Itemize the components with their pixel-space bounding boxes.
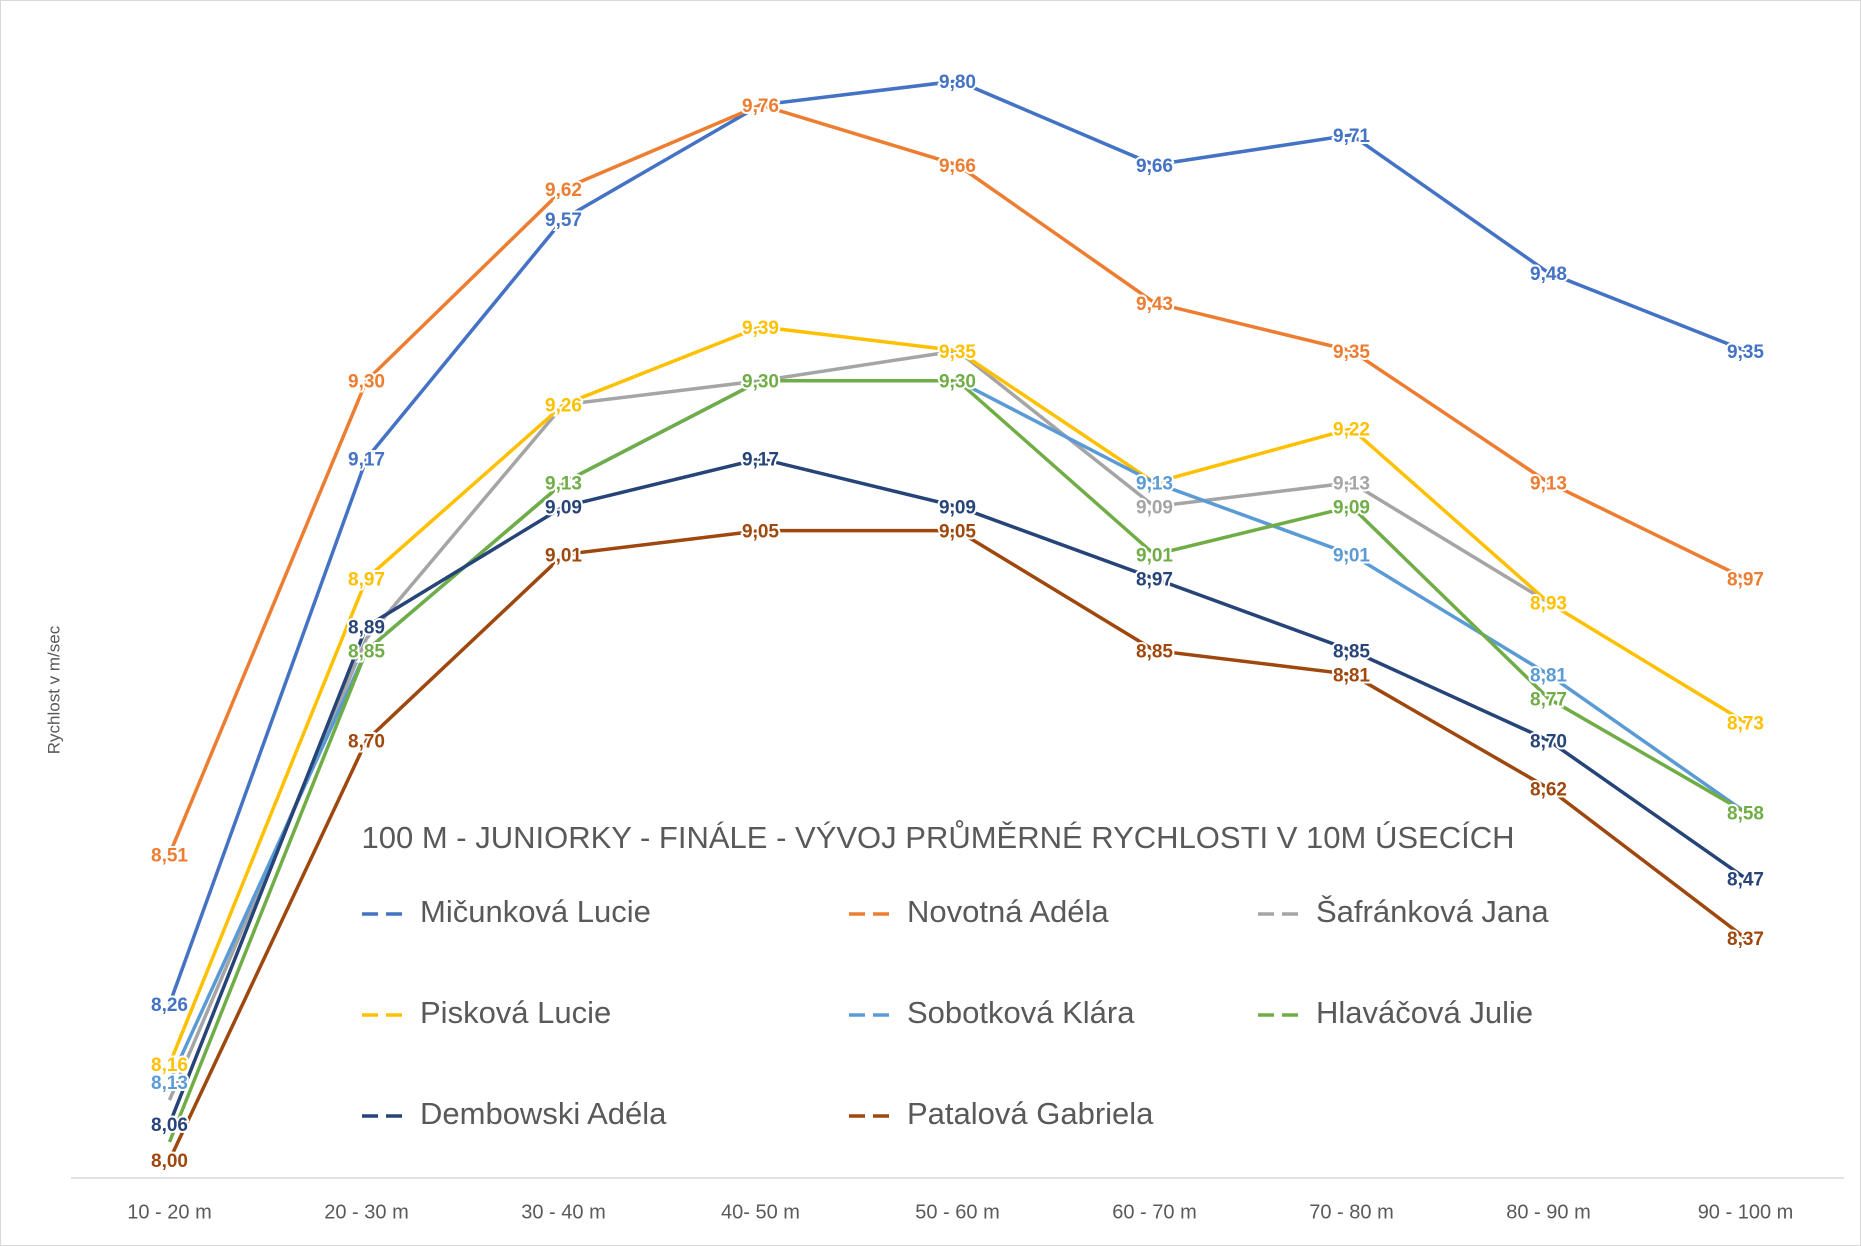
chart-title: 100 M - JUNIORKY - FINÁLE - VÝVOJ PRŮMĚR… (362, 819, 1515, 855)
data-label: 9,01 (1136, 546, 1173, 567)
data-label: 8,16 (151, 1055, 188, 1076)
data-label: 9,30 (742, 372, 779, 393)
legend-label: Hlaváčová Julie (1316, 995, 1533, 1030)
data-label: 8,77 (1530, 689, 1567, 710)
series-line (167, 378, 1747, 1143)
data-label: 8,13 (151, 1073, 188, 1094)
data-label: 8,70 (1530, 731, 1567, 752)
data-label: 9,48 (1530, 264, 1567, 285)
data-label: 9,13 (1333, 474, 1370, 495)
data-label: 9,80 (939, 72, 976, 93)
data-label: 9,05 (742, 522, 779, 543)
legend-label: Patalová Gabriela (907, 1096, 1154, 1131)
data-label: 8,89 (348, 618, 385, 639)
data-label: 9,05 (939, 522, 976, 543)
legend-label: Pisková Lucie (420, 995, 611, 1030)
data-label: 9,35 (1727, 342, 1764, 363)
data-label: 9,17 (742, 450, 779, 471)
x-tick-label: 60 - 70 m (1112, 1201, 1196, 1223)
data-label: 8,26 (151, 995, 188, 1016)
legend-label: Novotná Adéla (907, 894, 1109, 929)
data-label: 8,85 (348, 641, 385, 662)
data-label: 9,62 (545, 180, 582, 201)
data-label: 8,81 (1530, 665, 1567, 686)
data-label: 9,57 (545, 210, 582, 231)
data-label: 8,70 (348, 731, 385, 752)
data-label: 9,43 (1136, 294, 1173, 315)
series-line (167, 103, 1747, 855)
y-axis-title: Rychlost v m/sec (44, 625, 63, 754)
x-tick-label: 30 - 40 m (521, 1201, 605, 1223)
data-label: 9,09 (939, 498, 976, 519)
data-label: 9,30 (939, 372, 976, 393)
data-label: 9,30 (348, 372, 385, 393)
data-label: 9,09 (1333, 498, 1370, 519)
data-label: 8,58 (1727, 803, 1764, 824)
data-label: 8,97 (1727, 570, 1764, 591)
data-label: 8,06 (151, 1115, 188, 1136)
data-label: 8,97 (348, 570, 385, 591)
data-label: 9,35 (939, 342, 976, 363)
data-label: 8,97 (1136, 570, 1173, 591)
data-label: 9,76 (742, 96, 779, 117)
data-label: 9,13 (1530, 474, 1567, 495)
data-label: 9,01 (1333, 546, 1370, 567)
series-line (167, 79, 1747, 1005)
data-label: 9,17 (348, 450, 385, 471)
series-line (167, 528, 1747, 1161)
x-tick-label: 50 - 60 m (915, 1201, 999, 1223)
data-label: 8,93 (1530, 594, 1567, 615)
data-label: 9,22 (1333, 420, 1370, 441)
data-label: 9,35 (1333, 342, 1370, 363)
data-label: 9,01 (545, 546, 582, 567)
data-label: 8,73 (1727, 713, 1764, 734)
series-line (167, 324, 1747, 1065)
data-label: 9,39 (742, 318, 779, 339)
legend-label: Dembowski Adéla (420, 1096, 667, 1131)
data-label: 9,13 (1136, 474, 1173, 495)
data-label: 9,26 (545, 396, 582, 417)
data-label: 9,66 (939, 156, 976, 177)
data-label: 9,09 (545, 498, 582, 519)
series-line (167, 456, 1747, 1125)
legend-label: Šafránková Jana (1316, 894, 1549, 929)
data-label: 8,47 (1727, 869, 1764, 890)
data-label: 8,37 (1727, 929, 1764, 950)
x-tick-label: 90 - 100 m (1698, 1201, 1794, 1223)
data-label: 9,13 (545, 474, 582, 495)
data-label: 8,81 (1333, 665, 1370, 686)
data-label: 9,71 (1333, 126, 1370, 147)
legend-label: Mičunková Lucie (420, 894, 651, 929)
x-tick-label: 80 - 90 m (1506, 1201, 1590, 1223)
series-line (167, 348, 1550, 1101)
data-label: 8,62 (1530, 779, 1567, 800)
data-label: 8,85 (1333, 641, 1370, 662)
data-label: 9,09 (1136, 498, 1173, 519)
legend-label: Sobotková Klára (907, 995, 1135, 1030)
x-tick-label: 10 - 20 m (127, 1201, 211, 1223)
data-label: 8,51 (151, 845, 188, 866)
data-label: 9,66 (1136, 156, 1173, 177)
x-tick-label: 20 - 30 m (324, 1201, 408, 1223)
x-tick-label: 40- 50 m (721, 1201, 800, 1223)
data-label: 8,85 (1136, 641, 1173, 662)
x-tick-label: 70 - 80 m (1309, 1201, 1393, 1223)
data-label: 8,00 (151, 1151, 188, 1172)
